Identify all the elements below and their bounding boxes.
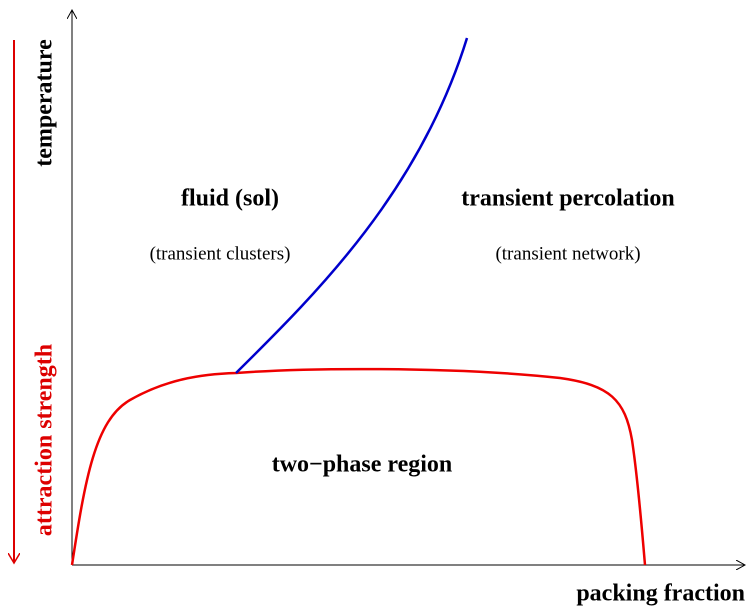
coexistence-curve <box>70 367 647 566</box>
percolation-line <box>235 37 469 374</box>
region-title: fluid (sol) <box>181 186 279 212</box>
region-title: transient percolation <box>461 186 675 212</box>
region-title: two−phase region <box>272 452 453 478</box>
region-subtitle: (transient network) <box>495 243 640 264</box>
y-axis-label: temperature <box>32 39 58 167</box>
x-axis-label: packing fraction <box>576 581 745 607</box>
region-subtitle: (transient clusters) <box>150 243 291 264</box>
y-axis-label-secondary: attraction strength <box>32 344 58 536</box>
